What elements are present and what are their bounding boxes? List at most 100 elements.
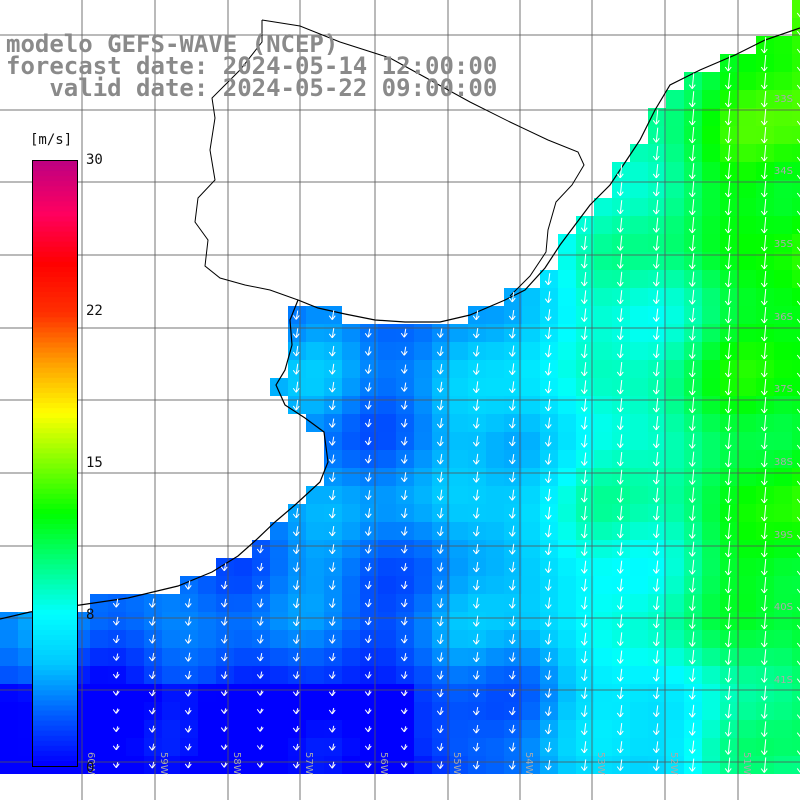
wind-arrow — [472, 652, 480, 663]
wind-cell — [198, 630, 216, 648]
wind-arrow — [400, 690, 408, 697]
wind-cell — [792, 612, 800, 630]
wind-arrow — [328, 381, 336, 393]
wind-cell — [306, 594, 324, 612]
wind-cell — [126, 594, 144, 612]
wind-cell — [306, 522, 324, 540]
wind-cell — [792, 234, 800, 252]
wind-cell — [702, 486, 720, 504]
wind-cell — [450, 432, 468, 450]
colorbar-band — [33, 715, 77, 722]
wind-cell — [702, 72, 720, 90]
wind-cell — [774, 36, 792, 54]
wind-arrow — [688, 108, 696, 126]
wind-arrow — [328, 489, 336, 501]
wind-cell — [270, 576, 288, 594]
wind-cell — [792, 666, 800, 684]
wind-cell — [792, 504, 800, 522]
wind-cell — [792, 702, 800, 720]
wind-cell — [522, 756, 540, 774]
wind-arrow — [688, 722, 696, 736]
wind-cell — [306, 702, 324, 720]
wind-arrow — [652, 253, 660, 269]
colorbar-band — [33, 191, 77, 198]
longitude-label: 54W — [523, 752, 534, 775]
wind-arrow — [220, 726, 228, 732]
wind-arrow — [688, 289, 696, 305]
wind-arrow — [652, 723, 660, 736]
wind-arrow — [724, 324, 732, 342]
wind-cell — [558, 522, 576, 540]
wind-cell — [450, 756, 468, 774]
wind-cell — [702, 126, 720, 144]
wind-arrow — [364, 382, 372, 392]
colorbar-band — [33, 261, 77, 268]
wind-cell — [792, 180, 800, 198]
wind-arrow — [364, 526, 372, 536]
wind-arrow — [148, 616, 156, 626]
wind-arrow — [184, 634, 192, 644]
wind-arrow — [760, 36, 768, 54]
wind-arrow — [292, 381, 300, 393]
wind-cell — [306, 342, 324, 360]
wind-arrow — [400, 346, 408, 356]
wind-cell — [450, 522, 468, 540]
colorbar-band — [33, 564, 77, 571]
wind-arrow — [616, 614, 624, 628]
wind-cell — [774, 630, 792, 648]
wind-cell — [18, 720, 36, 738]
latitude-label: 39S — [774, 530, 793, 541]
wind-cell — [774, 90, 792, 108]
wind-arrow — [652, 326, 660, 340]
wind-cell — [702, 558, 720, 576]
colorbar-band — [33, 473, 77, 480]
wind-arrow — [436, 670, 444, 680]
wind-cell — [90, 648, 108, 666]
wind-arrow — [364, 508, 372, 519]
wind-arrow — [400, 744, 408, 751]
wind-cell — [702, 414, 720, 432]
wind-arrow — [112, 708, 120, 714]
wind-arrow — [256, 708, 264, 714]
wind-arrow — [760, 360, 768, 378]
wind-cell — [666, 702, 684, 720]
wind-cell — [666, 198, 684, 216]
wind-cell — [666, 216, 684, 234]
wind-arrow — [616, 705, 624, 718]
wind-arrow — [328, 598, 336, 608]
wind-cell — [198, 684, 216, 702]
wind-arrow — [148, 652, 156, 662]
wind-arrow — [688, 199, 696, 216]
wind-cell — [738, 144, 756, 162]
wind-cell — [630, 288, 648, 306]
wind-cell — [522, 468, 540, 486]
wind-arrow — [724, 342, 732, 360]
colorbar-band — [33, 176, 77, 183]
wind-arrow — [508, 525, 516, 537]
wind-cell — [270, 522, 288, 540]
wind-arrow — [760, 162, 768, 180]
colorbar-band — [33, 282, 77, 289]
wind-cell — [774, 342, 792, 360]
colorbar-band — [33, 569, 77, 576]
colorbar-band — [33, 629, 77, 636]
wind-arrow — [652, 217, 660, 233]
colorbar-band — [33, 599, 77, 606]
wind-cell — [630, 180, 648, 198]
wind-arrow — [508, 561, 516, 573]
wind-arrow — [472, 381, 480, 393]
wind-cell — [792, 342, 800, 360]
colorbar-band — [33, 700, 77, 707]
wind-cell — [234, 612, 252, 630]
wind-arrow — [472, 507, 480, 519]
wind-arrow — [652, 596, 660, 611]
wind-cell — [0, 756, 18, 774]
wind-arrow — [580, 524, 588, 539]
colorbar-band — [33, 634, 77, 641]
wind-arrow — [760, 757, 768, 773]
colorbar-band — [33, 357, 77, 364]
colorbar-band — [33, 579, 77, 586]
wind-cell — [774, 198, 792, 216]
wind-cell — [486, 432, 504, 450]
wind-arrow — [436, 507, 444, 519]
